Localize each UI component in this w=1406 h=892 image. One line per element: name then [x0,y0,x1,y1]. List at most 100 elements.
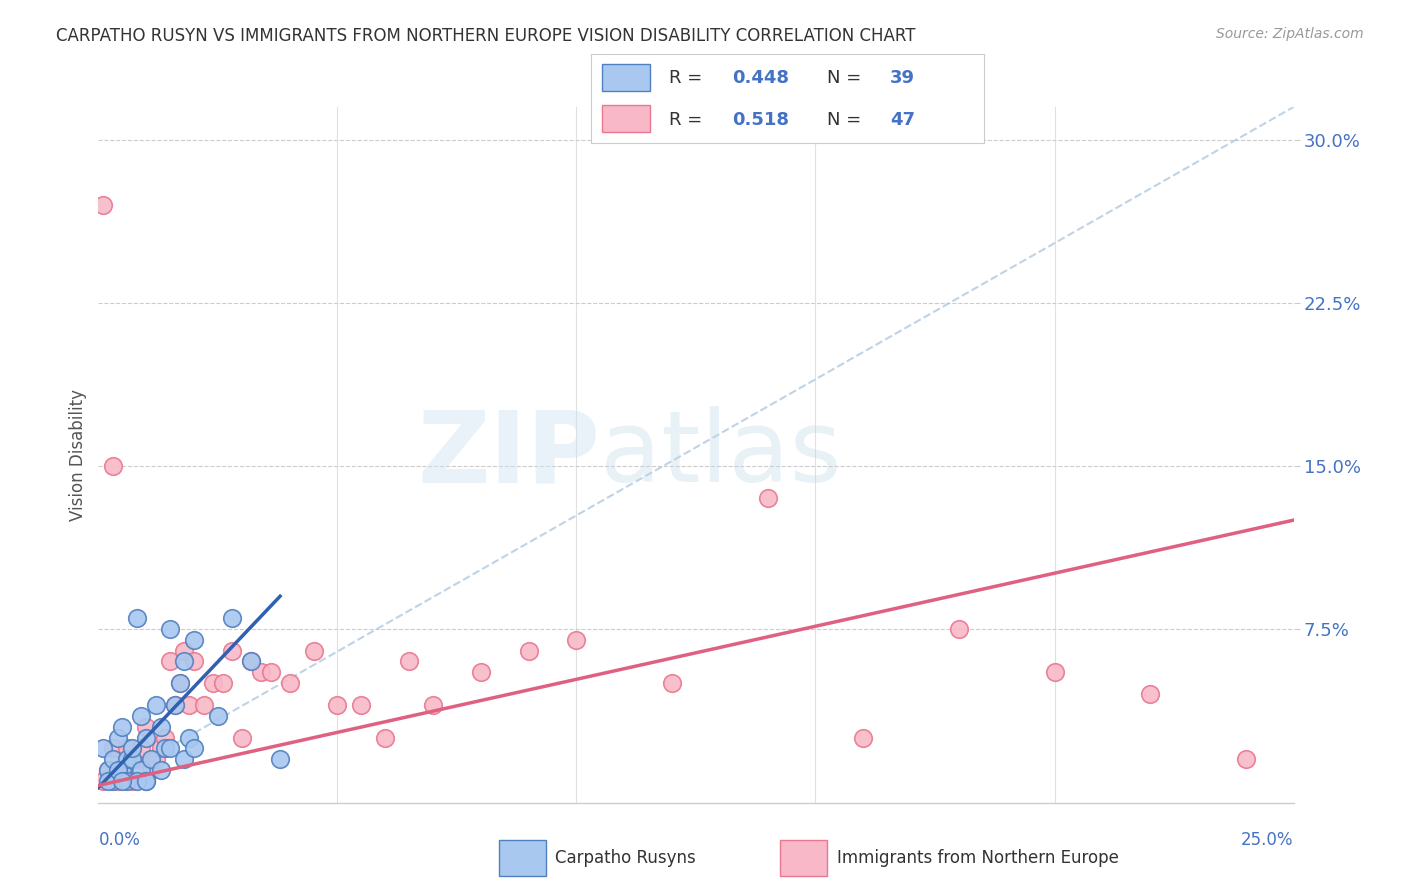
Point [231,731,253,745]
Point [278,676,301,690]
Text: ZIP: ZIP [418,407,600,503]
Point [169,676,191,690]
Point [173,752,195,766]
Point [101,752,124,766]
Point [115,752,138,766]
Point [91,741,114,756]
Point [269,752,291,766]
Point [259,665,281,680]
Text: 0.518: 0.518 [733,111,789,128]
Point [183,741,205,756]
Point [139,763,162,777]
Point [398,655,420,669]
Point [101,458,124,473]
Text: R =: R = [669,70,709,87]
Text: atlas: atlas [600,407,842,503]
Point [517,643,540,657]
Point [302,643,325,657]
Point [145,698,167,712]
Point [661,676,683,690]
Point [121,752,143,766]
Point [193,698,215,712]
Point [149,763,172,777]
Point [169,676,191,690]
Text: CARPATHO RUSYN VS IMMIGRANTS FROM NORTHERN EUROPE VISION DISABILITY CORRELATION : CARPATHO RUSYN VS IMMIGRANTS FROM NORTHE… [56,27,915,45]
Point [179,698,201,712]
Point [107,774,129,789]
Text: Source: ZipAtlas.com: Source: ZipAtlas.com [1216,27,1364,41]
Point [101,741,124,756]
Point [121,774,143,789]
Point [155,741,177,756]
Point [240,655,263,669]
Point [115,774,138,789]
Point [422,698,444,712]
Point [756,491,779,506]
Point [149,741,172,756]
Text: N =: N = [827,111,866,128]
Point [159,622,181,636]
Point [135,774,157,789]
Point [163,698,186,712]
Point [91,774,114,789]
Point [91,198,114,212]
Point [135,731,157,745]
Point [173,643,195,657]
Text: Immigrants from Northern Europe: Immigrants from Northern Europe [837,849,1118,867]
Point [155,731,177,745]
Point [221,643,243,657]
Point [1139,687,1161,701]
Y-axis label: Vision Disability: Vision Disability [69,389,87,521]
Point [1234,752,1257,766]
Text: R =: R = [669,111,709,128]
Point [135,774,157,789]
FancyBboxPatch shape [602,105,650,132]
Text: N =: N = [827,70,866,87]
Point [183,655,205,669]
Point [173,655,195,669]
Point [131,741,153,756]
Text: 25.0%: 25.0% [1241,830,1294,848]
Point [145,752,167,766]
Point [374,731,396,745]
Point [948,622,970,636]
Point [852,731,875,745]
Point [107,731,129,745]
Point [221,611,243,625]
Point [163,698,186,712]
Point [135,720,157,734]
Point [111,763,134,777]
Point [97,763,120,777]
Point [111,763,134,777]
Point [159,741,181,756]
Text: 0.0%: 0.0% [98,830,141,848]
Point [101,774,124,789]
FancyBboxPatch shape [602,64,650,91]
Point [125,752,148,766]
Point [131,763,153,777]
Text: 47: 47 [890,111,915,128]
Point [211,676,233,690]
Point [121,741,143,756]
Point [139,752,162,766]
Point [565,632,588,647]
Point [97,763,120,777]
Point [179,731,201,745]
Point [207,708,229,723]
Point [326,698,349,712]
Point [250,665,273,680]
Text: 39: 39 [890,70,915,87]
Point [350,698,373,712]
Text: Carpatho Rusyns: Carpatho Rusyns [555,849,696,867]
Point [1043,665,1066,680]
Point [149,720,172,734]
Point [240,655,263,669]
Point [125,774,148,789]
Point [183,632,205,647]
Point [202,676,225,690]
Text: 0.448: 0.448 [733,70,789,87]
Point [125,611,148,625]
Point [470,665,492,680]
Point [97,774,120,789]
Point [115,741,138,756]
